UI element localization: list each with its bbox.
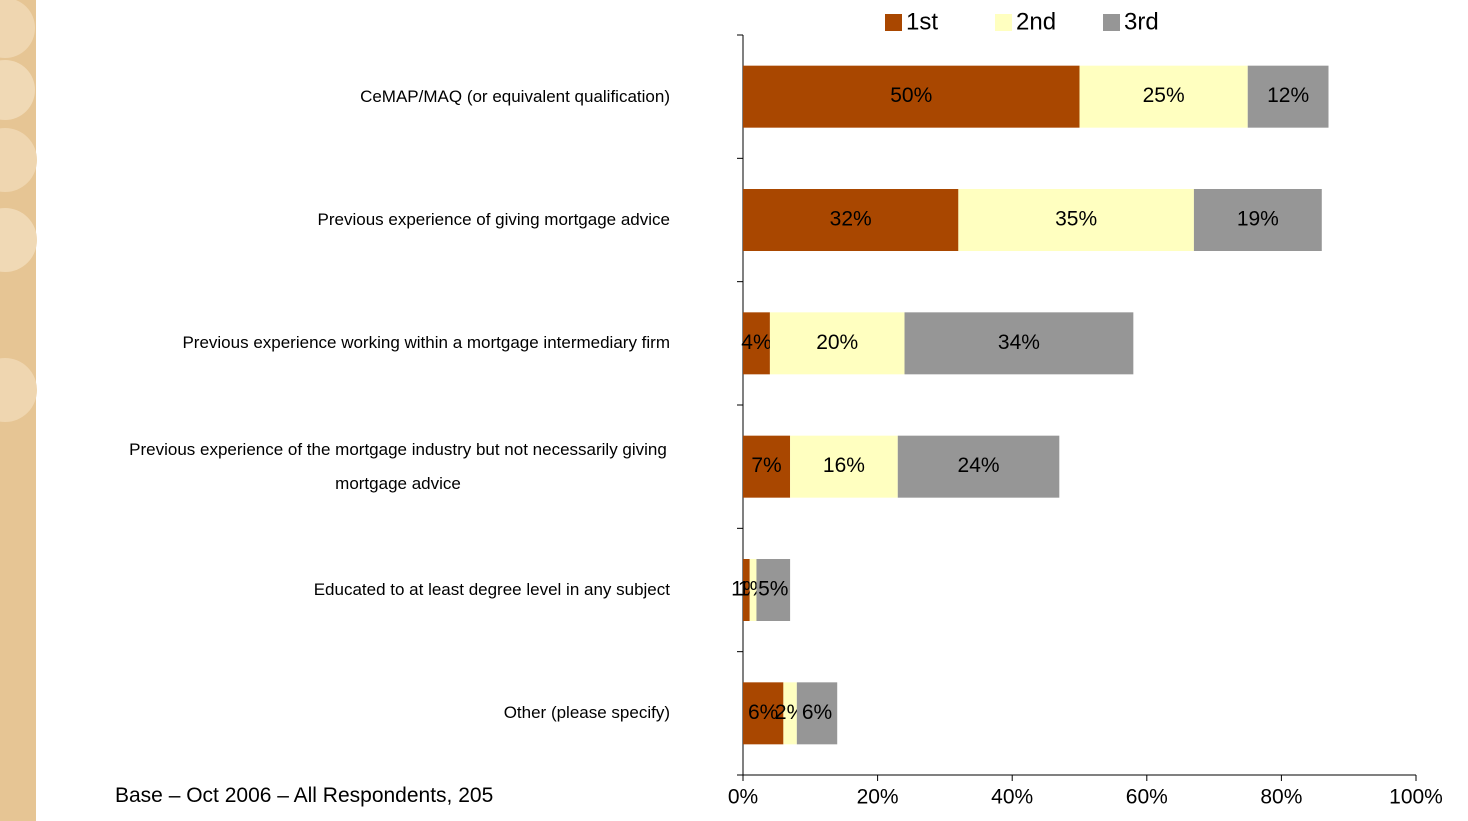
data-label: 35% xyxy=(1055,208,1097,231)
category-label: Previous experience working within a mor… xyxy=(30,326,670,360)
data-label: 50% xyxy=(890,84,932,107)
footnote: Base – Oct 2006 – All Respondents, 205 xyxy=(115,784,493,808)
category-label: Educated to at least degree level in any… xyxy=(30,573,670,607)
x-tick-label: 100% xyxy=(1389,786,1443,809)
data-label: 19% xyxy=(1237,208,1279,231)
legend-label: 2nd xyxy=(1016,8,1056,35)
data-label: 7% xyxy=(751,454,781,477)
data-label: 25% xyxy=(1143,84,1185,107)
data-label: 34% xyxy=(998,331,1040,354)
legend-label: 1st xyxy=(906,8,938,35)
category-label: Previous experience of giving mortgage a… xyxy=(30,203,670,237)
legend-label: 3rd xyxy=(1124,8,1159,35)
data-label: 5% xyxy=(758,578,788,601)
page: 0% 20% 40% 60% 80% 100% 50% 25% 12% 32% 35% 19% 4% 20… xyxy=(0,0,1468,821)
x-tick-label: 80% xyxy=(1260,786,1302,809)
x-tick-label: 0% xyxy=(728,786,758,809)
data-label: 6% xyxy=(802,701,832,724)
x-tick-label: 40% xyxy=(991,786,1033,809)
data-label: 32% xyxy=(830,208,872,231)
category-label: Other (please specify) xyxy=(30,696,670,730)
legend-swatch xyxy=(885,14,902,31)
data-label: 4% xyxy=(741,331,771,354)
data-label: 6% xyxy=(748,701,778,724)
data-label: 12% xyxy=(1267,84,1309,107)
category-label: CeMAP/MAQ (or equivalent qualification) xyxy=(30,80,670,114)
legend-swatch xyxy=(1103,14,1120,31)
category-label: Previous experience of the mortgage indu… xyxy=(118,433,678,501)
data-label: 20% xyxy=(816,331,858,354)
x-tick-label: 20% xyxy=(857,786,899,809)
data-label: 16% xyxy=(823,454,865,477)
legend-swatch xyxy=(995,14,1012,31)
data-label: 24% xyxy=(958,454,1000,477)
x-tick-label: 60% xyxy=(1126,786,1168,809)
